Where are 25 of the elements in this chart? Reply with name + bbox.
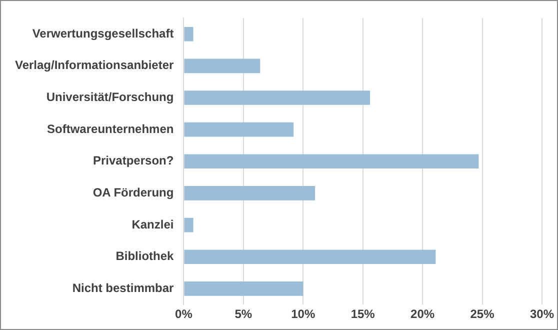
bar xyxy=(184,122,294,137)
y-tick-label: Bibliothek xyxy=(116,249,174,264)
bar xyxy=(184,250,436,264)
bar xyxy=(184,154,479,169)
x-tick-label: 25% xyxy=(470,307,495,322)
y-tick-label: Softwareunternehmen xyxy=(47,122,174,136)
y-tick-label: Kanzlei xyxy=(132,217,174,232)
bar xyxy=(184,26,194,42)
y-tick-label: OA Förderung xyxy=(92,186,174,200)
x-tick-label: 10% xyxy=(291,307,316,322)
x-tick-label: 0% xyxy=(175,307,193,322)
y-tick-label: Verwertungsgesellschaft xyxy=(32,26,174,40)
bar xyxy=(184,218,194,232)
bar xyxy=(184,186,316,200)
y-tick-label: Nicht bestimmbar xyxy=(72,281,174,295)
x-tick-label: 30% xyxy=(530,307,554,322)
x-tick-label: 15% xyxy=(350,307,376,322)
x-tick-label: 5% xyxy=(234,307,252,322)
bar xyxy=(184,58,260,74)
y-tick-label: Privatperson? xyxy=(93,154,174,168)
y-tick-label: Verlag/Informationsanbieter xyxy=(14,58,174,72)
bar xyxy=(184,282,304,296)
bar xyxy=(184,90,370,105)
y-tick-label: Universität/Forschung xyxy=(46,90,174,104)
x-tick-label: 20% xyxy=(410,307,435,322)
